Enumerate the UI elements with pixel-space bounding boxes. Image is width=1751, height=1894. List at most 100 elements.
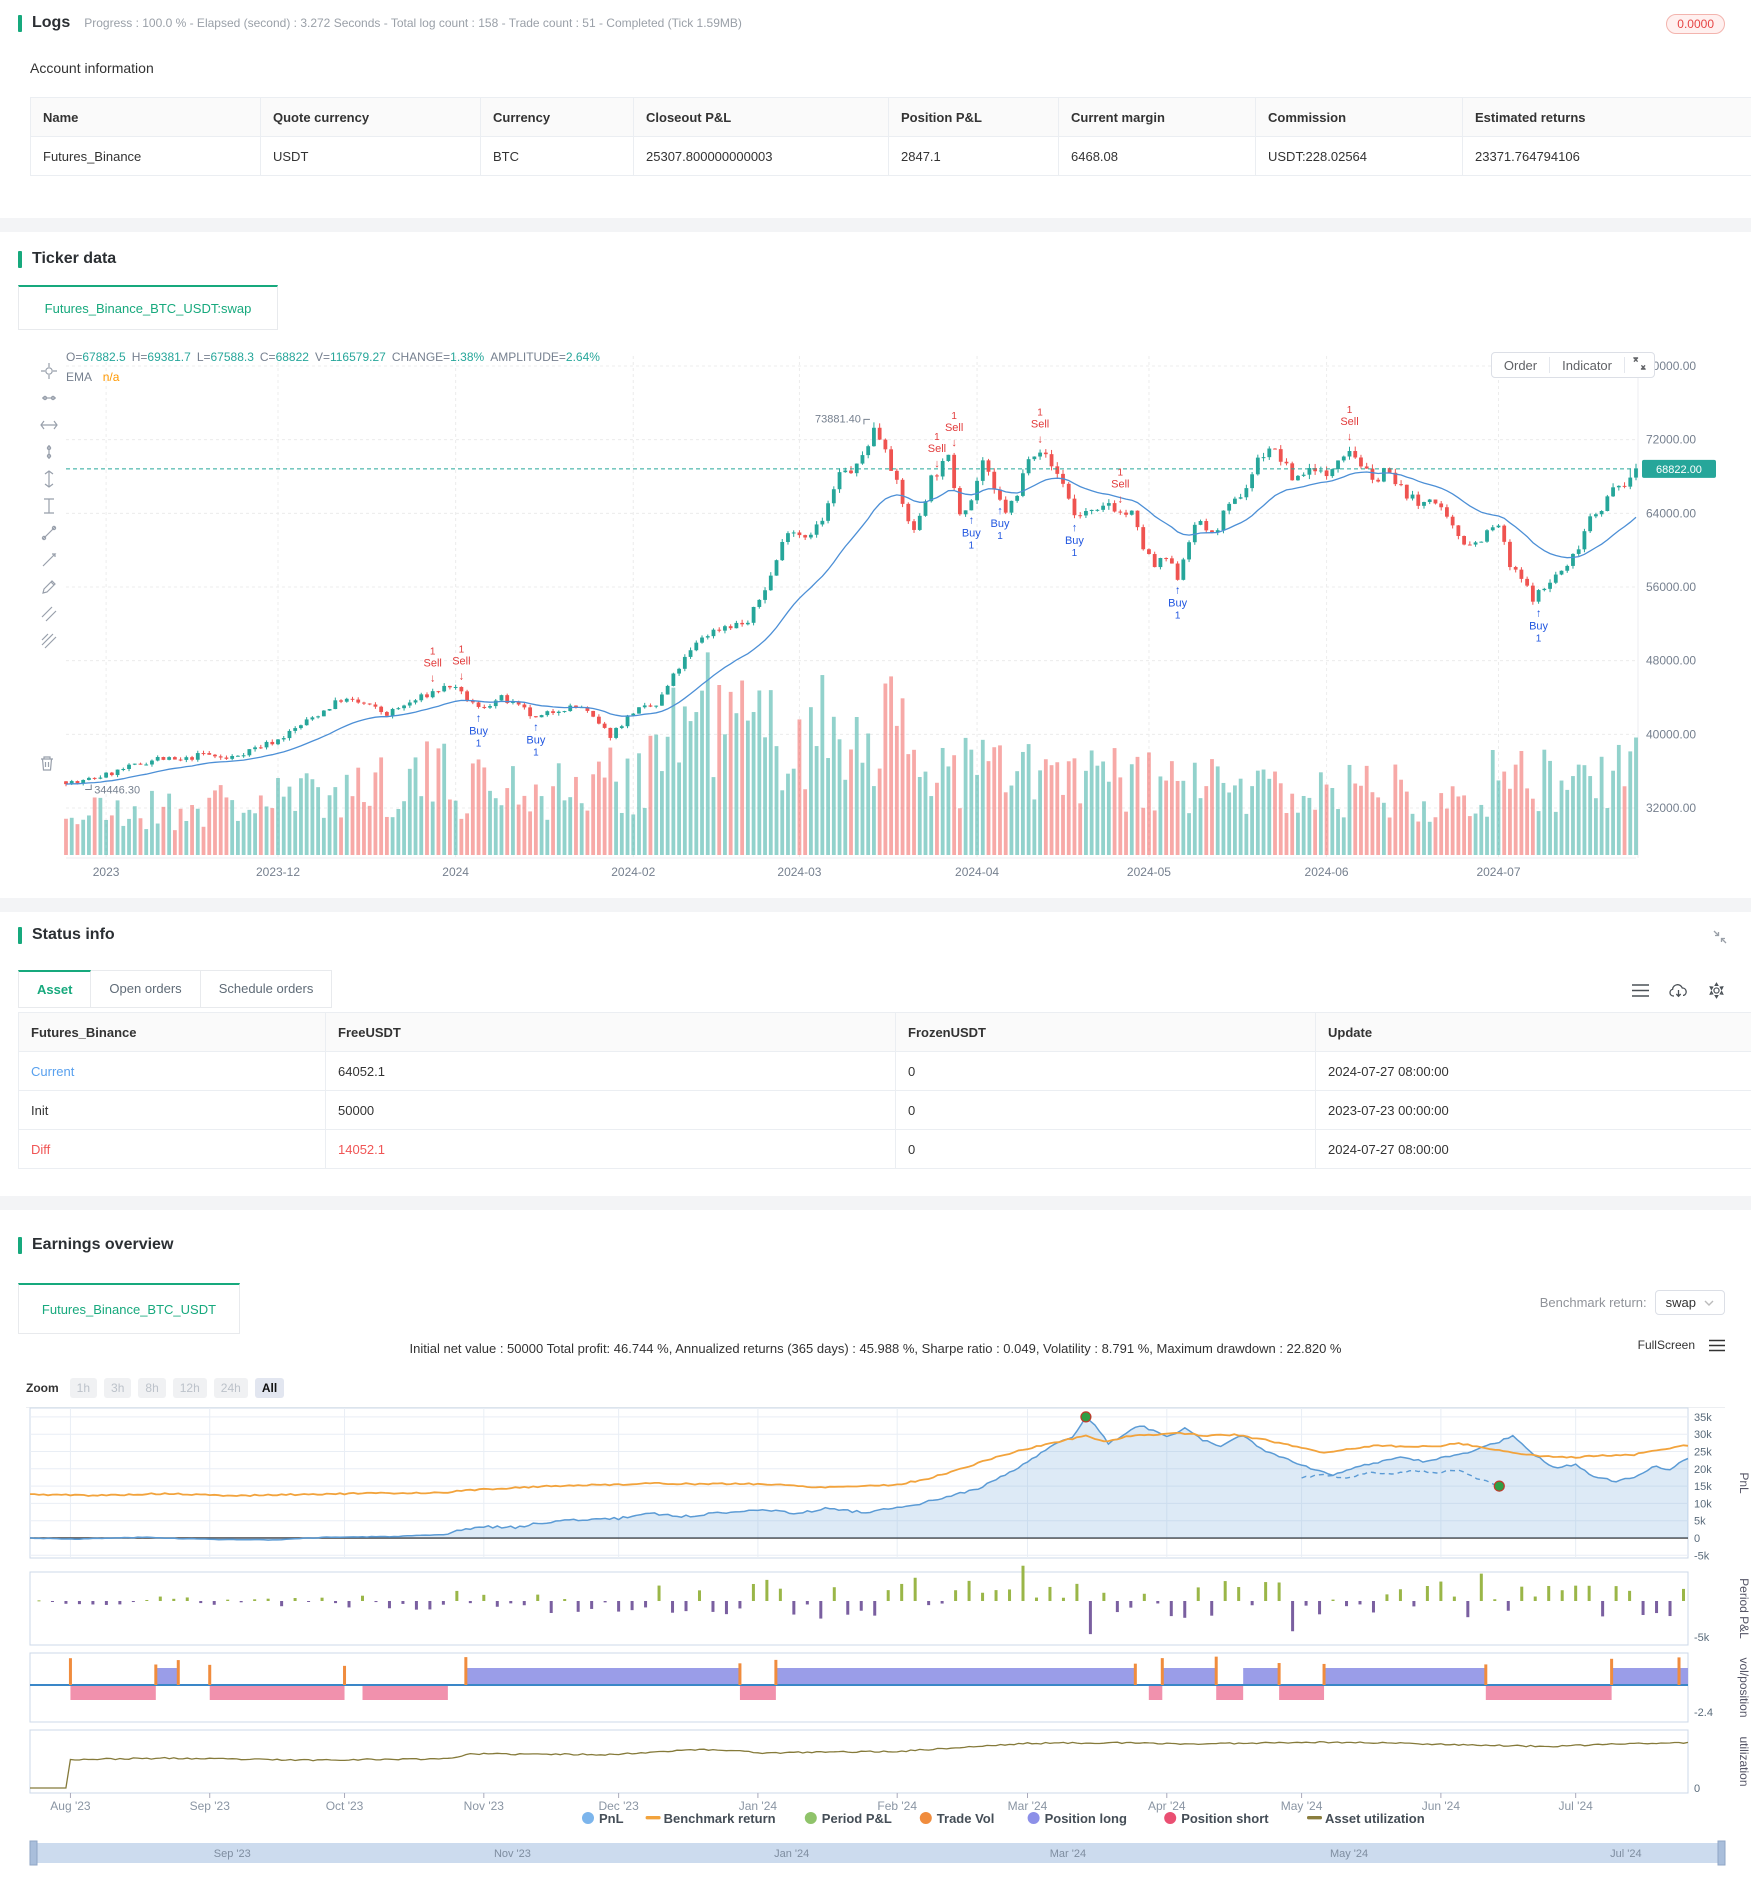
svg-text:80000.00: 80000.00 bbox=[1646, 359, 1696, 373]
benchmark-select[interactable]: swap bbox=[1654, 1290, 1725, 1315]
column-header: Futures_Binance bbox=[18, 1012, 326, 1052]
svg-text:35k: 35k bbox=[1694, 1412, 1712, 1424]
svg-text:15k: 15k bbox=[1694, 1481, 1712, 1493]
table-cell: Init bbox=[18, 1090, 326, 1130]
indicator-button[interactable]: Indicator bbox=[1562, 357, 1612, 373]
ema-label: EMA bbox=[66, 370, 92, 384]
gear-icon[interactable] bbox=[1708, 982, 1725, 999]
position-short-legend-marker bbox=[1164, 1812, 1177, 1824]
svg-text:Oct '23: Oct '23 bbox=[326, 1799, 364, 1813]
zoom-option-24h[interactable]: 24h bbox=[213, 1378, 248, 1398]
ticker-title: Ticker data bbox=[32, 250, 117, 267]
ray-line-icon[interactable] bbox=[38, 549, 60, 571]
menu-icon[interactable] bbox=[1632, 983, 1649, 998]
tab-asset[interactable]: Asset bbox=[18, 970, 92, 1008]
navigator-label: Jul '24 bbox=[1610, 1848, 1641, 1860]
position-long-legend-marker bbox=[1027, 1812, 1040, 1824]
svg-text:10k: 10k bbox=[1694, 1498, 1712, 1510]
horizontal-line-icon[interactable] bbox=[38, 387, 60, 409]
svg-text:25k: 25k bbox=[1694, 1447, 1712, 1459]
ohlc-value: AMPLITUDE=2.64% bbox=[490, 350, 600, 364]
zoom-option-8h[interactable]: 8h bbox=[138, 1378, 166, 1398]
earnings-stats-line: Initial net value : 50000 Total profit: … bbox=[409, 1341, 1342, 1356]
svg-text:2024-06: 2024-06 bbox=[1305, 865, 1349, 879]
axis-title: Period P&L bbox=[1737, 1578, 1751, 1639]
benchmark-value: swap bbox=[1665, 1295, 1696, 1310]
tab-schedule-orders[interactable]: Schedule orders bbox=[200, 970, 333, 1008]
parallel-lines-icon[interactable] bbox=[38, 603, 60, 625]
svg-text:-2.4: -2.4 bbox=[1694, 1707, 1713, 1719]
zoom-range-controls: Zoom 1h 3h 8h 12h 24h All bbox=[26, 1378, 285, 1398]
legend-item: Position short bbox=[1181, 1811, 1269, 1826]
buy-marker: ↑ bbox=[1072, 522, 1078, 534]
divider bbox=[1624, 357, 1625, 373]
chevron-down-icon bbox=[1704, 1300, 1714, 1306]
date-range-icon[interactable] bbox=[38, 495, 60, 517]
horizontal-ray-icon[interactable] bbox=[38, 414, 60, 436]
svg-text:68822.00: 68822.00 bbox=[1656, 464, 1702, 476]
column-header: Update bbox=[1315, 1012, 1751, 1052]
green-bar bbox=[18, 14, 22, 32]
table-row: Current 64052.1 0 2024-07-27 08:00:00 bbox=[18, 1051, 1751, 1091]
svg-text:Jun '24: Jun '24 bbox=[1422, 1799, 1461, 1813]
buy-marker: 1 bbox=[1536, 634, 1542, 645]
benchmark-control: Benchmark return: swap bbox=[1540, 1290, 1725, 1315]
logs-progress-text: Progress : 100.0 % - Elapsed (second) : … bbox=[84, 16, 742, 30]
delete-icon[interactable] bbox=[36, 752, 58, 774]
zoom-option-12h[interactable]: 12h bbox=[172, 1378, 207, 1398]
svg-text:30k: 30k bbox=[1694, 1429, 1712, 1441]
fullscreen-button[interactable]: FullScreen bbox=[1637, 1338, 1695, 1352]
earnings-symbol-tab[interactable]: Futures_Binance_BTC_USDT bbox=[18, 1283, 240, 1334]
buy-marker: ↑ bbox=[997, 505, 1003, 517]
order-button[interactable]: Order bbox=[1503, 357, 1538, 373]
earnings-toolbar: FullScreen bbox=[1638, 1338, 1725, 1352]
sell-marker: 1 bbox=[1347, 405, 1353, 416]
cloud-download-icon[interactable] bbox=[1669, 983, 1688, 999]
chart-fullscreen-button[interactable] bbox=[1625, 353, 1654, 377]
candlestick-chart[interactable]: 80000.00 72000.00 64000.00 56000.00 48000.00… bbox=[0, 330, 1751, 890]
svg-text:-5k: -5k bbox=[1694, 1550, 1710, 1562]
section-divider bbox=[0, 218, 1751, 232]
svg-text:2024-02: 2024-02 bbox=[611, 865, 655, 879]
buy-marker: Buy bbox=[990, 518, 1009, 530]
zoom-option-1h[interactable]: 1h bbox=[69, 1378, 98, 1398]
pencil-icon[interactable] bbox=[38, 576, 60, 598]
chart-menu-icon[interactable] bbox=[1709, 1339, 1725, 1352]
table-cell: 2024-07-27 08:00:00 bbox=[1315, 1129, 1751, 1169]
earnings-chart[interactable]: 35k 30k 25k 20k 15k 10k 5k 0 -5k -5k -2.4 0 PnL Perio… bbox=[0, 1404, 1751, 1894]
buy-marker: ↑ bbox=[969, 515, 975, 527]
zoom-option-3h[interactable]: 3h bbox=[104, 1378, 132, 1398]
ticker-symbol-tab[interactable]: Futures_Binance_BTC_USDT:swap bbox=[18, 285, 278, 330]
zoom-option-all[interactable]: All bbox=[254, 1378, 285, 1398]
buy-marker: 1 bbox=[969, 541, 975, 552]
legend-item: Trade Vol bbox=[937, 1811, 995, 1826]
svg-text:48000.00: 48000.00 bbox=[1646, 654, 1696, 668]
crosshair-icon[interactable] bbox=[38, 360, 60, 382]
earnings-title: Earnings overview bbox=[32, 1236, 174, 1253]
hatch-lines-icon[interactable] bbox=[38, 630, 60, 652]
chart-drawing-toolbar bbox=[36, 360, 62, 652]
table-cell: USDT bbox=[260, 136, 481, 176]
column-header: Current margin bbox=[1058, 97, 1256, 137]
legend-item: Period P&L bbox=[822, 1811, 892, 1826]
account-information-title: Account information bbox=[30, 60, 154, 76]
vertical-line-icon[interactable] bbox=[38, 441, 60, 463]
svg-text:64000.00: 64000.00 bbox=[1646, 506, 1696, 520]
svg-text:-5k: -5k bbox=[1694, 1632, 1710, 1644]
svg-text:Dec '23: Dec '23 bbox=[598, 1799, 639, 1813]
buy-marker: ↑ bbox=[533, 722, 539, 734]
sell-marker: Sell bbox=[452, 655, 470, 667]
ohlc-info-line: O=67882.5 H=69381.7 L=67588.3 C=68822 V=1165… bbox=[66, 350, 606, 364]
svg-text:5k: 5k bbox=[1694, 1516, 1706, 1528]
tab-open-orders[interactable]: Open orders bbox=[91, 970, 201, 1008]
sell-marker: ↓ bbox=[934, 458, 940, 470]
collapse-button[interactable] bbox=[1713, 930, 1727, 949]
trend-line-icon[interactable] bbox=[38, 522, 60, 544]
svg-text:Jul '24: Jul '24 bbox=[1559, 1799, 1594, 1813]
svg-text:Nov '23: Nov '23 bbox=[464, 1799, 505, 1813]
buy-marker: 1 bbox=[1175, 611, 1181, 622]
price-range-icon[interactable] bbox=[38, 468, 60, 490]
column-header: Quote currency bbox=[260, 97, 481, 137]
svg-text:73881.40: 73881.40 bbox=[815, 413, 861, 425]
sell-marker: Sell bbox=[1111, 479, 1129, 491]
